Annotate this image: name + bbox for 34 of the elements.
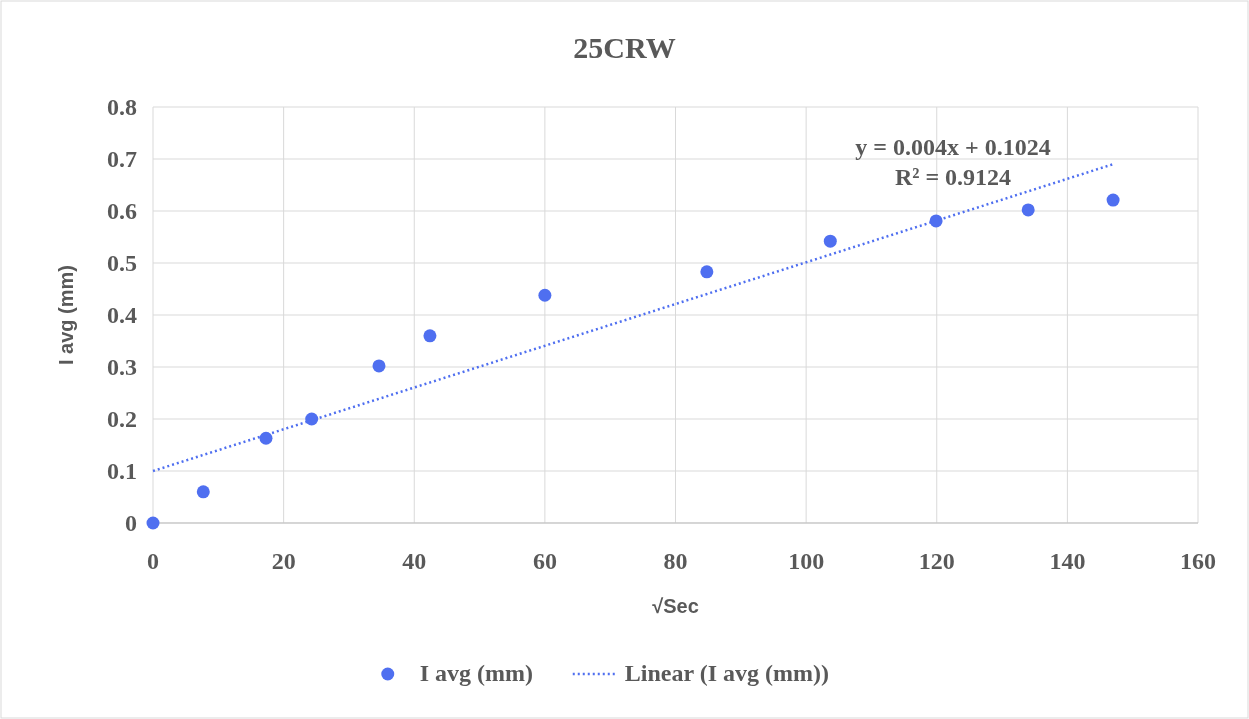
x-tick-label: 80 [663,548,688,574]
annotation: y = 0.004x + 0.1024 [855,134,1051,160]
point [146,516,160,530]
y-tick-label: 0.5 [107,250,137,276]
annotation: R² = 0.9124 [894,164,1012,190]
y-tick-label: 0.3 [107,354,137,380]
y-tick-label: 0 [125,510,137,536]
point [538,288,552,302]
x-tick-label: 20 [271,548,296,574]
x-tick-label: 40 [402,548,427,574]
point [700,265,714,279]
y-tick-label: 0.1 [107,458,137,484]
point [423,329,437,343]
y-tick-label: 0.4 [107,302,137,328]
y-tick-label: 0.6 [107,198,137,224]
x-tick-label: 100 [788,548,825,574]
point [372,359,386,373]
point [1021,203,1035,217]
y-tick-label: 0.8 [107,94,137,120]
x-axis-title: √Sec [652,595,699,617]
y-tick-label: 0.7 [107,146,137,172]
x-tick-label: 140 [1049,548,1086,574]
x-tick-label: 120 [918,548,955,574]
point [196,485,210,499]
y-axis-title: I avg (mm) [55,264,77,366]
legend-label: I avg (mm) [419,660,534,686]
y-tick-label: 0.2 [107,406,137,432]
x-tick-label: 60 [532,548,557,574]
x-tick-label: 160 [1180,548,1216,574]
point [823,234,837,248]
chart-title: 25CRW [573,31,676,64]
x-tick-label: 0 [147,548,159,574]
point [1106,193,1120,207]
legend-label: Linear (I avg (mm)) [624,660,829,686]
